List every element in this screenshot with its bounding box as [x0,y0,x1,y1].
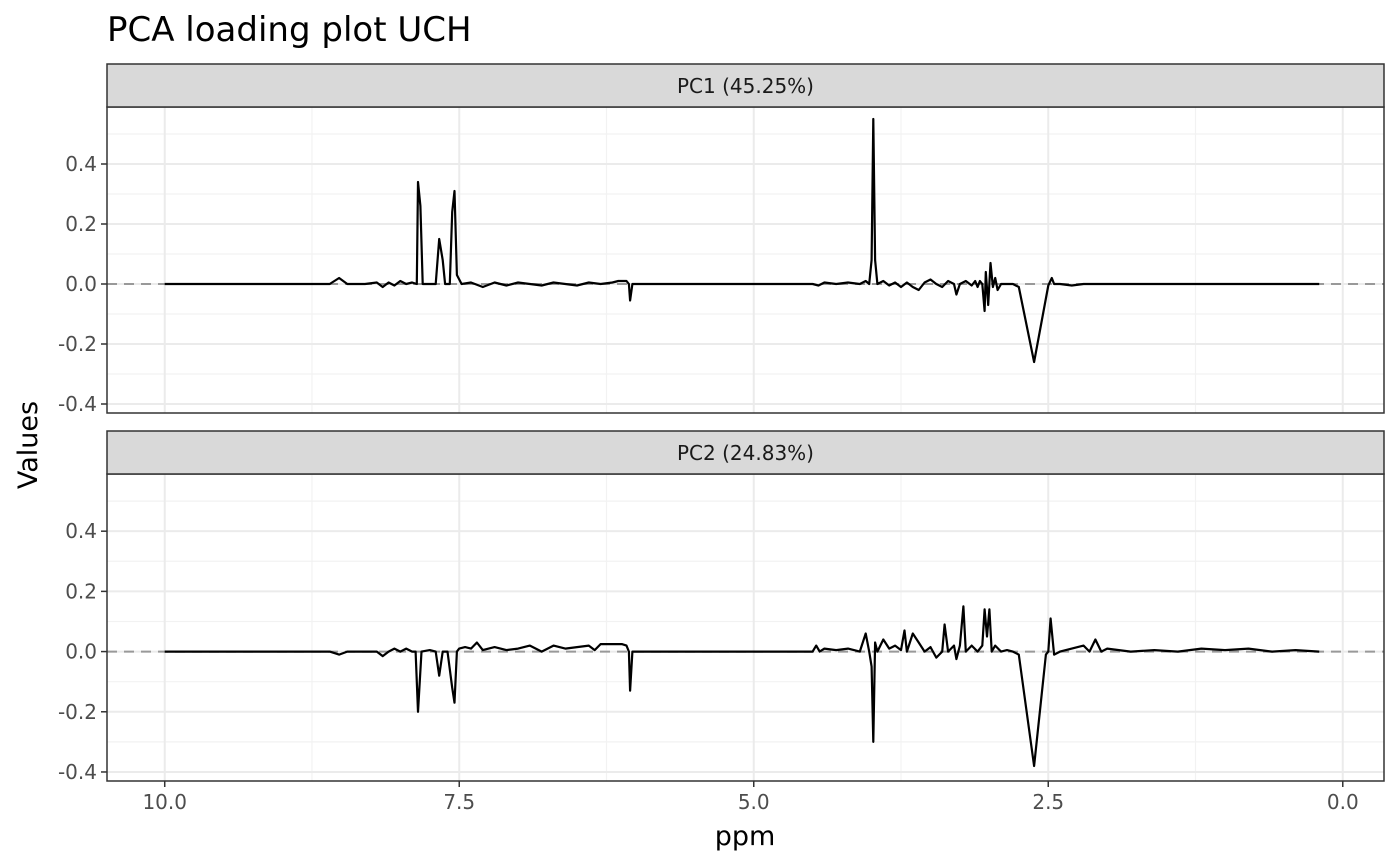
panel-background [107,107,1384,413]
panel-background [107,474,1384,781]
y-tick-label: -0.4 [58,392,97,416]
y-tick-label: 0.4 [65,152,97,176]
loading-series-line [164,605,1320,768]
y-axis-title: Values [13,401,44,489]
x-axis-title: ppm [715,821,776,852]
y-tick-label: 0.4 [65,519,97,543]
x-tick-label: 5.0 [738,790,770,814]
facet-strip-label: PC1 (45.25%) [677,74,814,98]
x-tick-label: 0.0 [1327,790,1359,814]
y-tick-label: 0.0 [65,640,97,664]
y-tick-label: 0.2 [65,212,97,236]
facet-strip [106,430,1385,475]
y-tick-label: 0.2 [65,579,97,603]
x-tick-label: 10.0 [142,790,187,814]
facet-strip-label: PC2 (24.83%) [677,441,814,465]
y-tick-label: -0.2 [58,700,97,724]
x-tick-label: 7.5 [443,790,475,814]
loading-series-line [164,117,1320,364]
x-axis: 10.0 7.5 5.0 2.5 0.0 [142,781,1359,814]
x-tick-label: 2.5 [1032,790,1064,814]
y-tick-label: 0.0 [65,272,97,296]
facet-panel-2: PC2 (24.83%) 0.4 0.2 0.0 -0.2 -0.4 [58,430,1385,784]
y-tick-label: -0.4 [58,760,97,784]
chart-title: PCA loading plot UCH [107,10,472,50]
y-tick-label: -0.2 [58,332,97,356]
facet-panel-1: PC1 (45.25%) 0.4 0.2 0.0 -0.2 -0.4 [58,63,1385,416]
facet-strip [106,63,1385,108]
